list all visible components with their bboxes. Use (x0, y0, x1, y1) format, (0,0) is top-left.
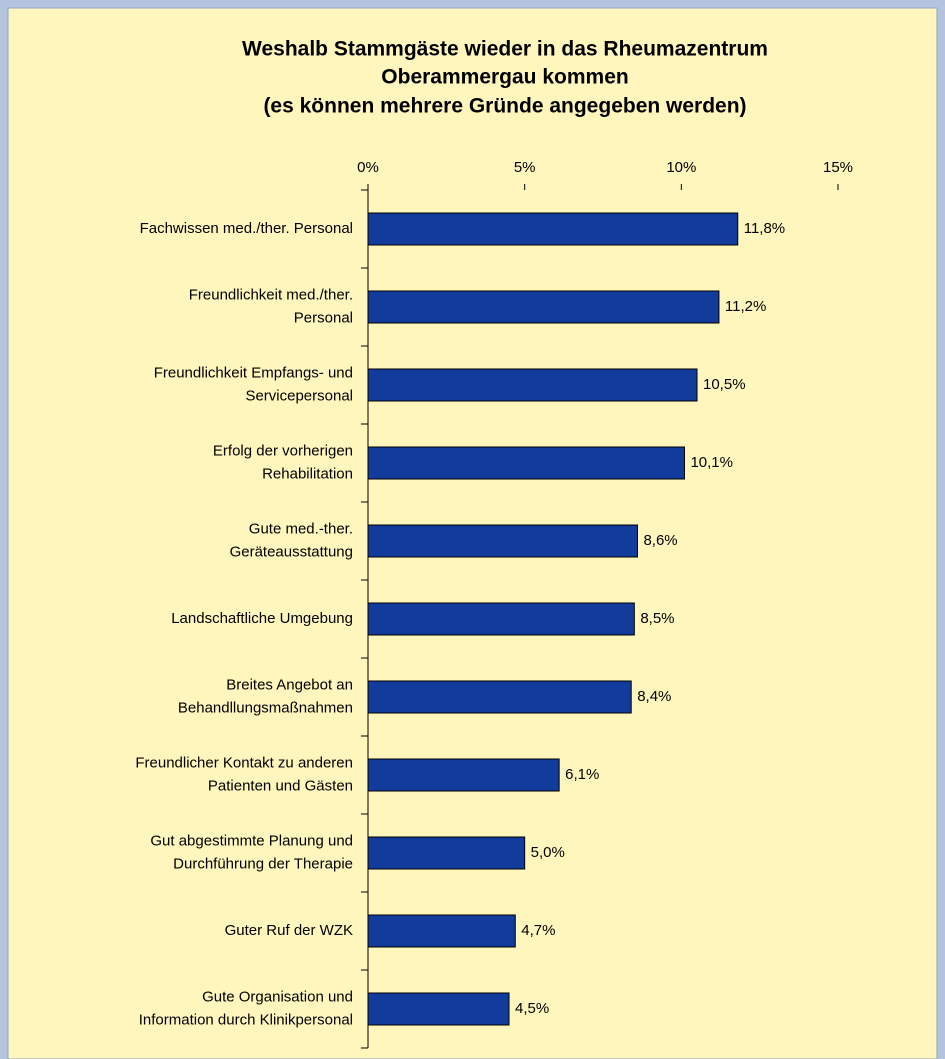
y-tick-label: Gute med.-ther. Geräteausstattung (230, 520, 353, 560)
chart-title: Oberammergau kommen (381, 66, 628, 89)
data-label: 11,2% (725, 298, 766, 315)
bar (367, 446, 685, 480)
data-label: 8,6% (643, 532, 677, 549)
y-tick-label: Gut abgestimmte Planung und Durchführung … (150, 832, 353, 872)
data-label: 10,5% (703, 376, 746, 393)
data-label: 8,5% (640, 610, 674, 627)
bar (367, 992, 510, 1026)
x-tick-label: 5% (514, 159, 536, 176)
x-tick-label: 10% (666, 159, 696, 176)
bar (367, 212, 739, 246)
bar (367, 602, 635, 636)
y-tick-label: Fachwissen med./ther. Personal (140, 220, 353, 237)
data-label: 4,5% (515, 1000, 549, 1017)
data-label: 8,4% (637, 688, 671, 705)
bar (367, 836, 526, 870)
bar (367, 914, 516, 948)
y-tick-label: Freundlichkeit Empfangs- und Serviceperso… (154, 364, 353, 404)
bar (367, 680, 632, 714)
data-label: 5,0% (531, 844, 565, 861)
x-tick-label: 0% (357, 159, 379, 176)
data-label: 10,1% (690, 454, 733, 471)
bar (367, 758, 560, 792)
chart-title: Weshalb Stammgäste wieder in das Rheumaz… (242, 38, 768, 61)
y-tick-label: Freundlichkeit med./ther. Personal (189, 286, 353, 326)
y-tick-label: Freundlicher Kontakt zu anderen Patienten… (135, 754, 353, 794)
x-tick-label: 15% (823, 159, 853, 176)
data-label: 11,8% (744, 220, 785, 237)
bar (367, 524, 638, 558)
chart-title: (es können mehrere Gründe angegeben werd… (263, 95, 746, 118)
y-tick-label: Breites Angebot an Behandllungsmaßnahmen (178, 676, 353, 716)
data-label: 6,1% (565, 766, 599, 783)
bar (367, 290, 720, 324)
y-tick-label: Erfolg der vorherigen Rehabilitation (213, 442, 353, 482)
y-tick-label: Landschaftliche Umgebung (171, 610, 353, 627)
data-label: 4,7% (521, 922, 555, 939)
y-tick-label: Guter Ruf der WZK (225, 922, 353, 939)
bar (367, 368, 698, 402)
y-tick-label: Gute Organisation und Information durch K… (139, 988, 353, 1028)
